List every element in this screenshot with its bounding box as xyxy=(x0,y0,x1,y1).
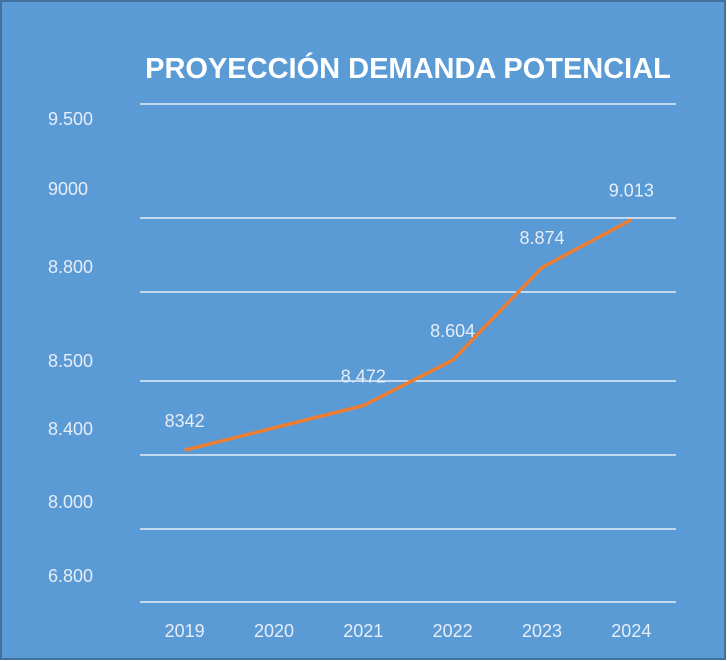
x-tick-label: 2021 xyxy=(343,621,383,641)
grid xyxy=(140,103,676,603)
x-tick-label: 2019 xyxy=(165,621,205,641)
chart-title: PROYECCIÓN DEMANDA POTENCIAL xyxy=(145,53,671,85)
x-tick-label: 2020 xyxy=(254,621,294,641)
data-label: 8.472 xyxy=(341,366,386,386)
y-axis-label: 9.500 xyxy=(48,109,93,129)
data-label: 8342 xyxy=(165,411,205,431)
data-label: 8.874 xyxy=(519,228,564,248)
data-label: 9.013 xyxy=(609,180,654,200)
y-axis-label: 8.400 xyxy=(48,419,93,439)
x-tick-label: 2023 xyxy=(522,621,562,641)
x-tick-label: 2024 xyxy=(611,621,651,641)
data-label: 8.604 xyxy=(430,321,475,341)
y-axis-label: 8.500 xyxy=(48,351,93,371)
x-tick-label: 2022 xyxy=(433,621,473,641)
y-axis-label: 8.800 xyxy=(48,257,93,277)
y-axis-label: 8.000 xyxy=(48,492,93,512)
y-axis-label: 6.800 xyxy=(48,566,93,586)
data-line xyxy=(184,218,633,452)
y-axis-label: 9000 xyxy=(48,179,88,199)
